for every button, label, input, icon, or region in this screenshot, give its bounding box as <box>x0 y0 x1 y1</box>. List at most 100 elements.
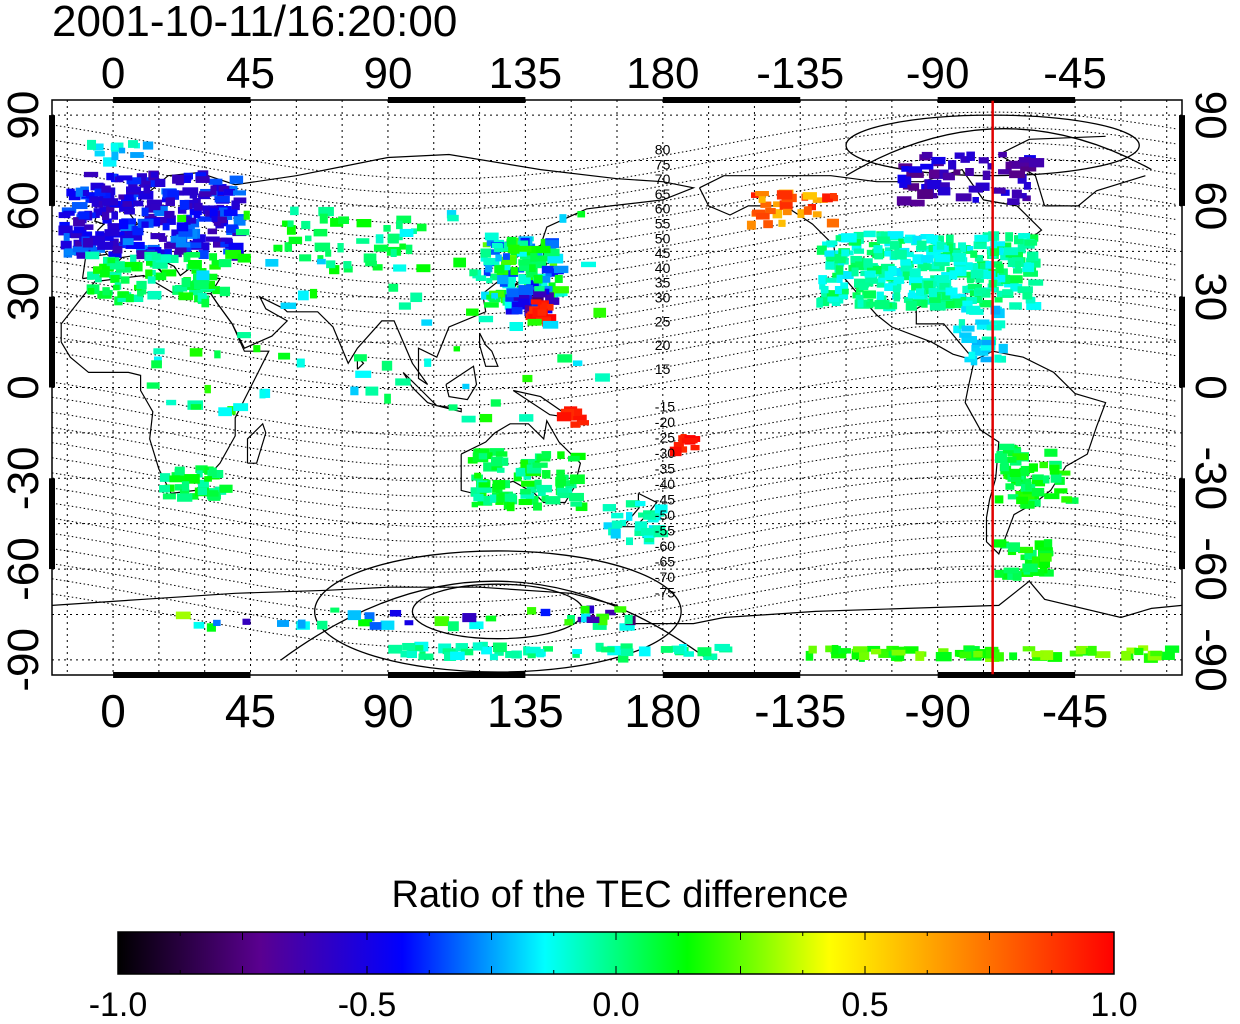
tec-patch <box>1164 645 1180 653</box>
tec-patch <box>132 241 145 250</box>
tec-patch <box>218 185 230 192</box>
tec-patch <box>855 261 864 271</box>
tec-patch <box>219 207 228 216</box>
tec-patch <box>821 289 830 300</box>
tec-patch <box>1023 270 1038 277</box>
tec-patch <box>138 190 154 200</box>
tec-patch <box>797 209 805 218</box>
tec-patch <box>826 240 838 246</box>
contour-label-north: 20 <box>655 337 671 353</box>
tec-patch <box>1022 646 1036 652</box>
tec-patch <box>537 309 547 318</box>
tec-patch <box>492 480 506 490</box>
tec-patch <box>915 651 925 661</box>
tec-patch <box>595 373 610 382</box>
axis-labels: 0045459090135135180180-135-135-90-90-45-… <box>0 49 1235 737</box>
tec-patch <box>491 242 503 249</box>
tec-patch <box>638 646 651 657</box>
tec-patch <box>171 229 179 239</box>
tec-patch <box>491 292 498 299</box>
tec-patch <box>1009 275 1023 284</box>
tec-patch <box>816 245 827 255</box>
tec-patch <box>908 275 923 286</box>
tec-patch <box>557 492 571 499</box>
tec-patch <box>502 268 519 277</box>
tec-patch <box>162 223 170 231</box>
tec-patch <box>59 221 70 228</box>
tec-patch <box>83 171 99 178</box>
tec-patch <box>136 250 147 260</box>
tec-patch <box>996 290 1008 298</box>
tec-patch <box>572 648 583 655</box>
lon-tick-label-top: -45 <box>1043 49 1107 98</box>
tec-patch <box>973 241 987 250</box>
tec-patch <box>231 200 240 211</box>
tec-patch <box>526 483 537 493</box>
tec-patch <box>513 291 530 301</box>
tec-patch <box>660 646 673 653</box>
tec-patch <box>1000 462 1009 472</box>
tec-patch <box>934 275 949 282</box>
tec-patch <box>542 470 551 479</box>
tec-patch <box>405 244 413 255</box>
tec-patch <box>881 251 897 257</box>
contour-label-north: 65 <box>655 186 671 202</box>
tec-patch <box>533 274 543 284</box>
tec-patch <box>242 618 251 625</box>
tec-patch <box>1017 244 1026 254</box>
colorbar-tick-label: 1.0 <box>1090 986 1137 1024</box>
tec-patch <box>990 241 1006 247</box>
tec-patch <box>905 300 917 311</box>
tec-patch <box>235 229 250 236</box>
tec-patch <box>226 224 238 233</box>
tec-patch <box>175 611 191 620</box>
tec-patch <box>195 465 208 474</box>
tec-patch <box>880 263 895 271</box>
tec-patch <box>117 291 129 298</box>
tec-patch <box>365 260 377 267</box>
tec-patch <box>896 196 912 206</box>
tec-patch <box>835 265 844 275</box>
tec-patch <box>573 414 587 421</box>
tec-patch <box>1009 652 1018 661</box>
tec-patch <box>233 216 246 226</box>
tec-patch <box>358 619 373 627</box>
tec-patch <box>1031 477 1046 487</box>
tec-patch <box>1009 170 1026 179</box>
tec-patch <box>486 277 493 284</box>
tec-patch <box>150 203 161 211</box>
lon-tick-label-top: 0 <box>101 49 125 98</box>
tec-patch <box>992 279 1004 287</box>
tec-patch <box>530 253 538 262</box>
tec-patch <box>179 199 190 210</box>
tec-patch <box>820 285 829 294</box>
tec-patch <box>526 464 542 474</box>
tec-patch <box>416 264 431 273</box>
tec-patch <box>952 298 966 309</box>
tec-patch <box>557 354 573 363</box>
tec-patch <box>330 218 344 227</box>
tec-patch <box>510 267 519 276</box>
tec-patch <box>779 200 793 210</box>
tec-patch <box>150 171 158 178</box>
tec-patch <box>388 283 399 292</box>
tec-patch <box>876 291 884 300</box>
tec-patch <box>91 198 99 207</box>
tec-patch <box>132 200 144 207</box>
tec-patch <box>86 139 97 150</box>
tec-patch <box>1025 296 1036 304</box>
tec-patch <box>556 487 569 496</box>
tec-patch <box>319 213 328 224</box>
tec-patch <box>509 321 524 332</box>
tec-patch <box>520 459 529 470</box>
tec-patch <box>620 643 633 650</box>
tec-patch <box>567 455 580 462</box>
tec-patch <box>998 343 1008 354</box>
tec-patch <box>1015 490 1030 498</box>
tec-patch <box>966 151 975 161</box>
tec-patch <box>206 623 216 632</box>
tec-patch <box>164 215 176 225</box>
tec-patch <box>995 264 1004 274</box>
tec-patch <box>1050 473 1062 483</box>
tec-patch <box>141 221 149 228</box>
